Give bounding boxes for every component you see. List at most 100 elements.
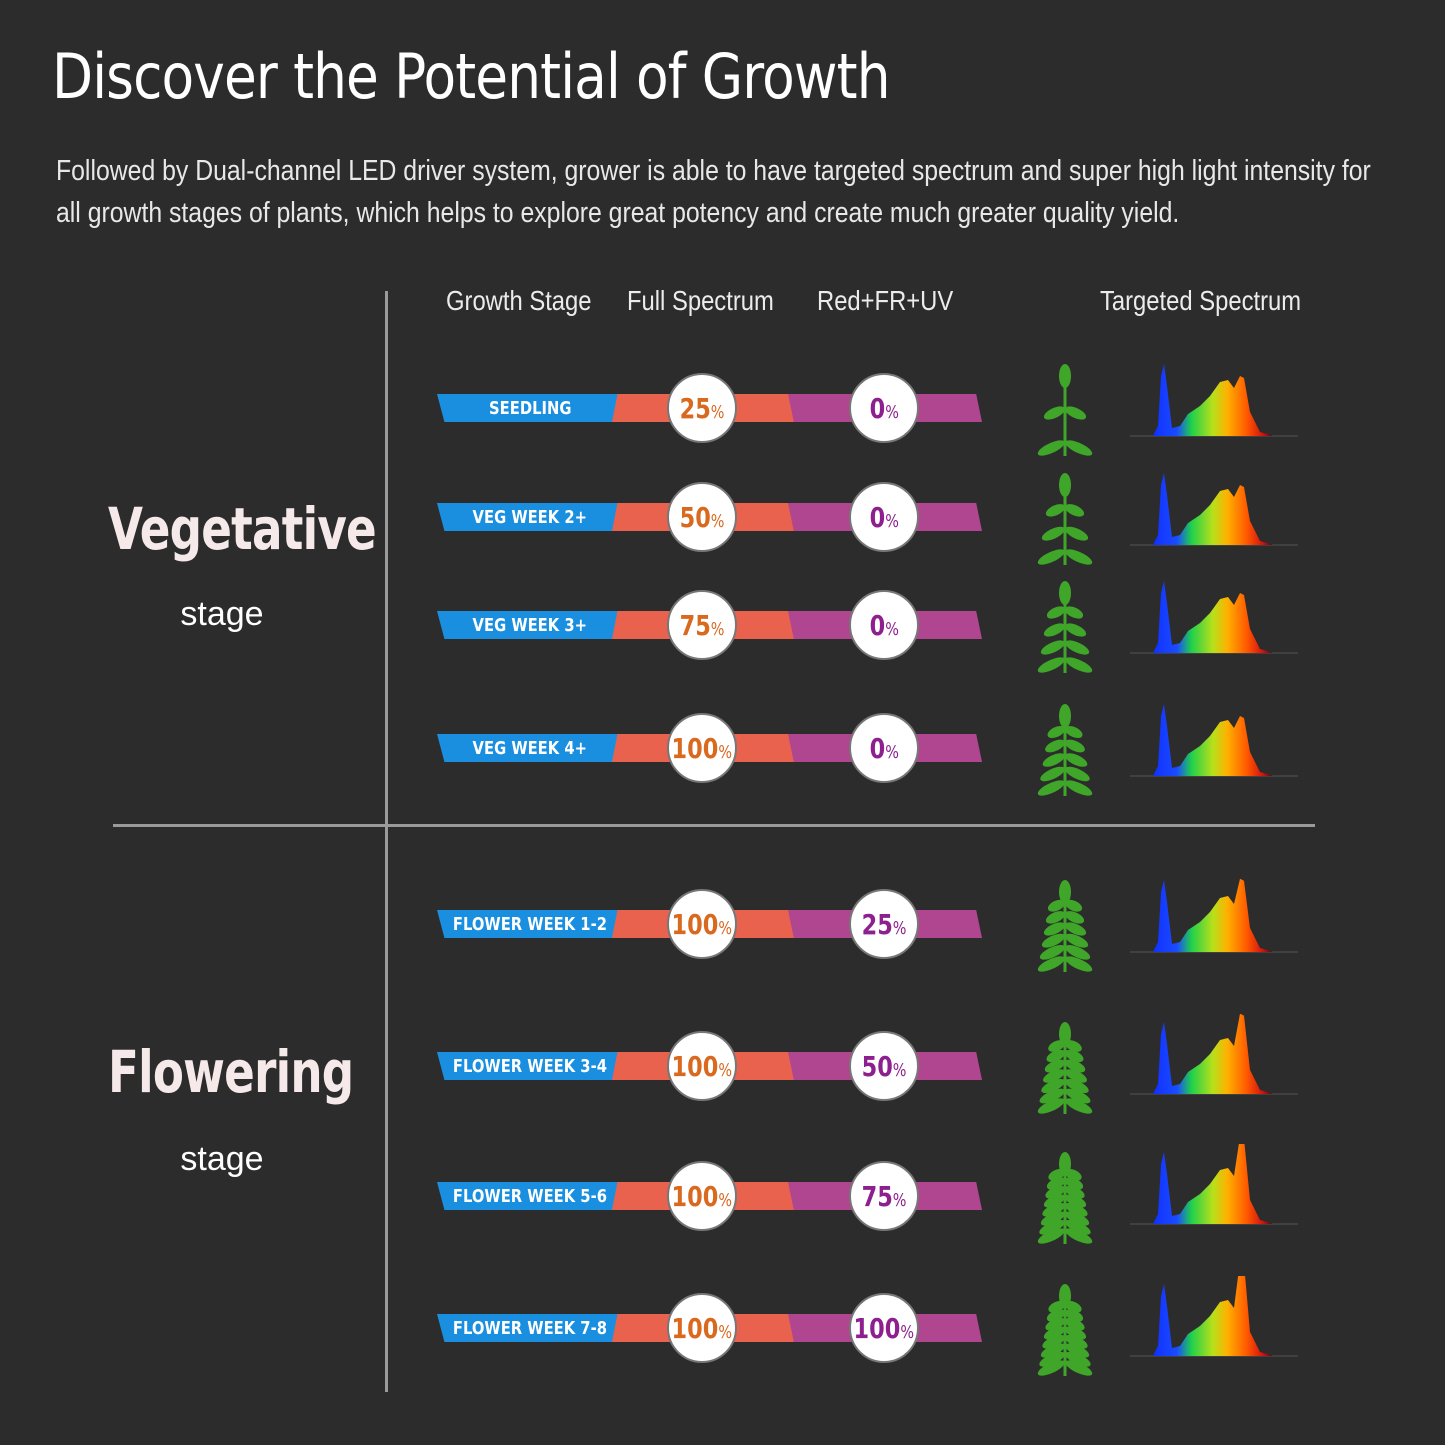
stage-row: FLOWER WEEK 1-2 100% 25%: [0, 878, 1445, 972]
full-spectrum-dial: 25%: [667, 373, 737, 443]
percent-sign: %: [900, 1321, 915, 1343]
percent-sign: %: [884, 510, 899, 532]
red-fr-uv-value: 75: [861, 1179, 893, 1213]
full-spectrum-dial: 50%: [667, 482, 737, 552]
spectrum-graph-icon: [1130, 364, 1298, 437]
percent-sign: %: [710, 510, 725, 532]
spectrum-graph-icon: [1130, 1144, 1298, 1225]
percent-sign: %: [718, 741, 733, 763]
percent-sign: %: [710, 618, 725, 640]
section-sub-flowering: stage: [180, 1140, 264, 1178]
stage-row: FLOWER WEEK 5-6 100% 75%: [0, 1144, 1445, 1244]
red-fr-uv-value: 25: [861, 907, 893, 941]
full-spectrum-dial: 100%: [667, 713, 737, 783]
stage-label-bar: VEG WEEK 3+: [437, 611, 623, 639]
divider-vertical-bottom: [385, 827, 388, 1392]
red-fr-uv-dial: 25%: [849, 889, 919, 959]
stage-label: FLOWER WEEK 1-2: [452, 913, 608, 935]
spectrum-graph-icon: [1130, 473, 1298, 546]
section-title-vegetative: Vegetative: [108, 495, 377, 563]
full-spectrum-value: 100: [671, 907, 719, 941]
seedling-plant-icon: [1037, 364, 1093, 456]
percent-sign: %: [718, 1059, 733, 1081]
divider-vertical-top: [385, 291, 388, 824]
red-fr-uv-value: 0: [869, 391, 885, 425]
full-spectrum-value: 100: [671, 1049, 719, 1083]
stage-row: VEG WEEK 4+ 100% 0%: [0, 704, 1445, 796]
red-fr-uv-value: 0: [869, 731, 885, 765]
red-fr-uv-dial: 100%: [849, 1293, 919, 1363]
page-title: Discover the Potential of Growth: [52, 40, 891, 113]
red-fr-uv-dial: 75%: [849, 1161, 919, 1231]
stage-label-bar: VEG WEEK 4+: [437, 734, 623, 762]
full-spectrum-value: 25: [679, 391, 711, 425]
spectrum-graph-icon: [1130, 581, 1298, 654]
percent-sign: %: [718, 917, 733, 939]
full-spectrum-dial: 75%: [667, 590, 737, 660]
stage-label-bar: FLOWER WEEK 5-6: [437, 1182, 623, 1210]
flowering-plant-icon: [1037, 1152, 1093, 1244]
percent-sign: %: [892, 1059, 907, 1081]
flowering-plant-icon: [1037, 1022, 1093, 1114]
percent-sign: %: [892, 917, 907, 939]
section-title-flowering: Flowering: [108, 1038, 354, 1106]
spectrum-graph-icon: [1130, 878, 1298, 953]
stage-label: VEG WEEK 4+: [472, 737, 588, 759]
col-header-red-fr-uv: Red+FR+UV: [817, 285, 954, 316]
page-subtitle: Followed by Dual-channel LED driver syst…: [56, 155, 1371, 229]
stage-label: FLOWER WEEK 3-4: [452, 1055, 608, 1077]
percent-sign: %: [710, 401, 725, 423]
flowering-plant-icon: [1037, 1284, 1093, 1376]
red-fr-uv-value: 0: [869, 608, 885, 642]
red-fr-uv-dial: 50%: [849, 1031, 919, 1101]
stage-label: VEG WEEK 3+: [472, 614, 588, 636]
plant-icon: [1037, 473, 1093, 565]
red-fr-uv-value: 0: [869, 500, 885, 534]
red-fr-uv-dial: 0%: [849, 373, 919, 443]
red-fr-uv-value: 50: [861, 1049, 893, 1083]
stage-row: FLOWER WEEK 3-4 100% 50%: [0, 1014, 1445, 1114]
spectrum-graph-icon: [1130, 1276, 1298, 1357]
stage-label-bar: FLOWER WEEK 3-4: [437, 1052, 623, 1080]
stage-label-bar: FLOWER WEEK 7-8: [437, 1314, 623, 1342]
full-spectrum-value: 50: [679, 500, 711, 534]
spectrum-graph-icon: [1130, 1014, 1298, 1095]
full-spectrum-dial: 100%: [667, 1293, 737, 1363]
stage-row: SEEDLING 25% 0%: [0, 364, 1445, 456]
red-fr-uv-value: 100: [853, 1311, 901, 1345]
percent-sign: %: [718, 1189, 733, 1211]
full-spectrum-dial: 100%: [667, 1161, 737, 1231]
spectrum-graph-icon: [1130, 704, 1298, 777]
percent-sign: %: [884, 741, 899, 763]
stage-label-bar: VEG WEEK 2+: [437, 503, 623, 531]
stage-row: FLOWER WEEK 7-8 100% 100%: [0, 1276, 1445, 1376]
full-spectrum-value: 75: [679, 608, 711, 642]
stage-label-bar: SEEDLING: [437, 394, 623, 422]
col-header-growth-stage: Growth Stage: [446, 285, 592, 316]
full-spectrum-value: 100: [671, 1311, 719, 1345]
section-sub-vegetative: stage: [180, 595, 264, 633]
percent-sign: %: [884, 618, 899, 640]
stage-row: VEG WEEK 2+ 50% 0%: [0, 473, 1445, 565]
full-spectrum-dial: 100%: [667, 1031, 737, 1101]
divider-horizontal: [113, 824, 1315, 827]
red-fr-uv-dial: 0%: [849, 482, 919, 552]
plant-icon: [1037, 581, 1093, 673]
stage-label-bar: FLOWER WEEK 1-2: [437, 910, 623, 938]
full-spectrum-value: 100: [671, 1179, 719, 1213]
stage-label: VEG WEEK 2+: [472, 506, 588, 528]
red-fr-uv-dial: 0%: [849, 590, 919, 660]
stage-row: VEG WEEK 3+ 75% 0%: [0, 581, 1445, 673]
flowering-plant-icon: [1037, 880, 1093, 972]
plant-icon: [1037, 704, 1093, 796]
red-fr-uv-dial: 0%: [849, 713, 919, 783]
stage-label: FLOWER WEEK 5-6: [452, 1185, 608, 1207]
percent-sign: %: [892, 1189, 907, 1211]
col-header-full-spectrum: Full Spectrum: [627, 285, 774, 316]
stage-label: FLOWER WEEK 7-8: [452, 1317, 608, 1339]
percent-sign: %: [884, 401, 899, 423]
full-spectrum-value: 100: [671, 731, 719, 765]
stage-label: SEEDLING: [488, 397, 572, 419]
percent-sign: %: [718, 1321, 733, 1343]
full-spectrum-dial: 100%: [667, 889, 737, 959]
